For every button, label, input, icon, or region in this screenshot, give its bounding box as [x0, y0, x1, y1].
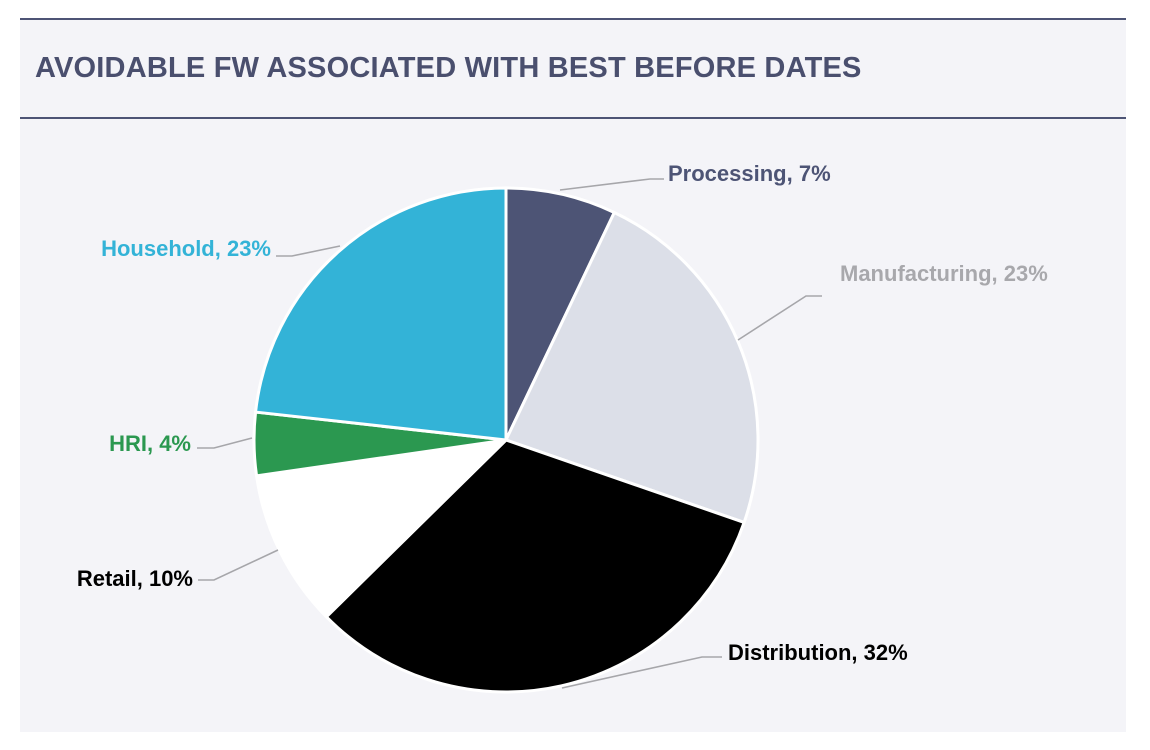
chart-title: AVOIDABLE FW ASSOCIATED WITH BEST BEFORE…: [35, 52, 862, 84]
leader-line-processing: [559, 178, 664, 191]
pie-slice-distribution: [324, 438, 746, 694]
leader-line-manufacturing: [737, 295, 822, 341]
leader-line-retail: [198, 549, 279, 581]
slice-label-hri: HRI, 4%: [109, 431, 191, 456]
slice-label-processing: Processing, 7%: [668, 161, 831, 186]
slice-label-retail: Retail, 10%: [77, 566, 193, 591]
pie-slices: [252, 186, 760, 694]
pie-slice-household: [254, 186, 508, 442]
leader-line-distribution: [561, 656, 722, 689]
leader-lines: [197, 178, 822, 689]
slice-labels: Processing, 7% Manufacturing, 23% Distribu…: [77, 161, 1048, 665]
pie-slice-retail: [255, 438, 508, 619]
leader-line-hri: [197, 437, 253, 449]
leader-line-household: [276, 245, 341, 257]
slice-label-household: Household, 23%: [101, 236, 271, 261]
pie-slice-processing: [504, 186, 616, 442]
title-divider: [20, 117, 1126, 119]
slice-label-manufacturing: Manufacturing, 23%: [840, 261, 1048, 286]
slice-label-distribution: Distribution, 32%: [728, 640, 908, 665]
pie-slice-manufacturing: [504, 210, 760, 524]
top-rule: [20, 18, 1126, 20]
